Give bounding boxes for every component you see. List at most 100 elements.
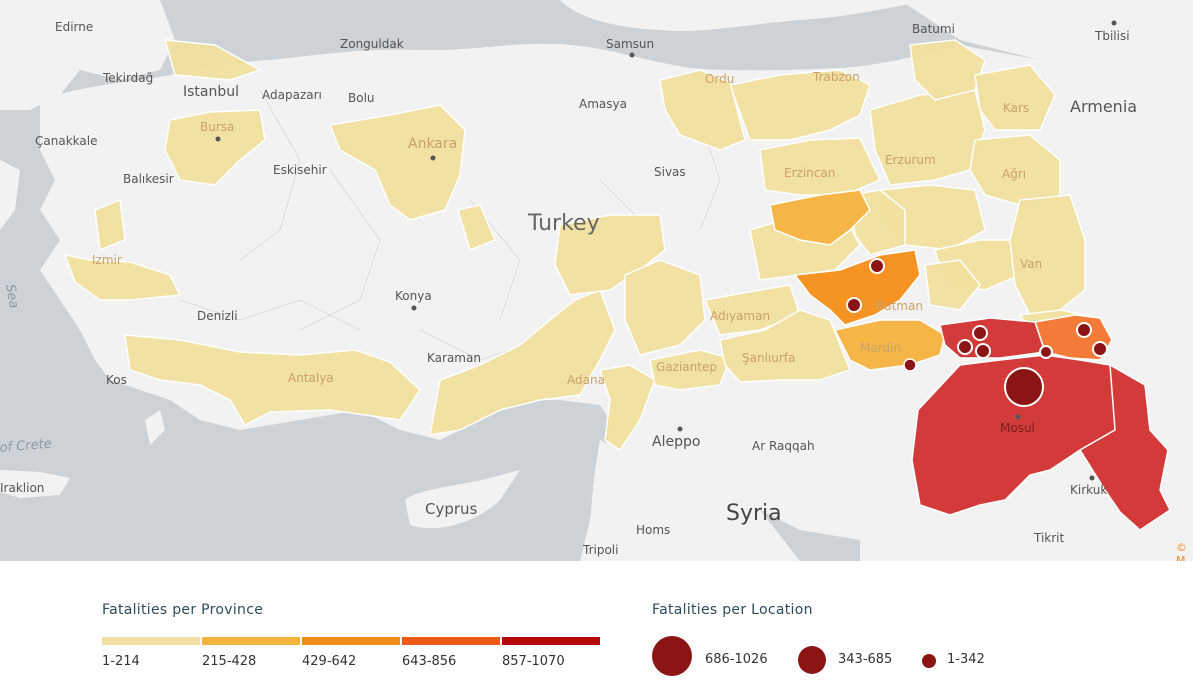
province-van[interactable]	[1009, 194, 1086, 316]
province-legend-swatch	[202, 637, 300, 645]
city-label-adana: Adana	[567, 373, 605, 387]
city-label-ordu: Ordu	[705, 72, 734, 86]
province-legend-swatch	[102, 637, 200, 645]
location-marker[interactable]	[846, 297, 862, 313]
map[interactable]: Edirne Tekirdağ Istanbul Adapazarı Zongu…	[0, 0, 1193, 561]
location-marker[interactable]	[975, 343, 991, 359]
city-label-canakkale: Çanakkale	[35, 134, 97, 148]
map-labels: Edirne Tekirdağ Istanbul Adapazarı Zongu…	[0, 20, 1137, 557]
province-legend-label: 429-642	[302, 654, 357, 669]
land-north	[0, 0, 930, 31]
city-label-eskisehir: Eskisehir	[273, 163, 327, 177]
provinces-class-1	[63, 39, 1088, 452]
province-sirnak-dohuk[interactable]	[939, 317, 1046, 359]
province-artvin-ardahan[interactable]	[909, 39, 986, 101]
province-trabzon-group[interactable]	[728, 69, 871, 141]
city-label-tripoli: Tripoli	[582, 543, 618, 557]
location-marker-mosul[interactable]	[1004, 367, 1044, 407]
map-copyright[interactable]: © M	[1176, 541, 1187, 567]
location-marker[interactable]	[869, 258, 885, 274]
city-label-agri: Ağrı	[1002, 167, 1026, 181]
location-marker[interactable]	[1076, 322, 1092, 338]
province-erbil-sulaymaniyah[interactable]	[1078, 363, 1171, 531]
city-label-izmir: Izmir	[92, 253, 122, 267]
location-marker[interactable]	[1092, 341, 1108, 357]
province-erzurum[interactable]	[869, 89, 986, 186]
city-label-batumi: Batumi	[912, 22, 955, 36]
province-antalya-mugla[interactable]	[124, 334, 421, 426]
province-balikesir-small[interactable]	[94, 198, 126, 252]
city-label-tekirdag: Tekirdağ	[102, 71, 153, 85]
location-marker[interactable]	[957, 339, 973, 355]
city-label-sivas: Sivas	[654, 165, 686, 179]
province-nineveh[interactable]	[911, 354, 1121, 516]
province-elazig[interactable]	[769, 189, 871, 246]
city-label-edirne: Edirne	[55, 20, 93, 34]
province-mardin[interactable]	[833, 319, 946, 371]
city-label-homs: Homs	[636, 523, 670, 537]
location-marker[interactable]	[972, 325, 988, 341]
city-label-kos: Kos	[106, 373, 127, 387]
province-siirt[interactable]	[924, 259, 981, 311]
city-label-samsun: Samsun	[606, 37, 654, 51]
country-label-armenia: Armenia	[1070, 97, 1137, 116]
province-kars[interactable]	[974, 64, 1056, 131]
location-marker[interactable]	[903, 358, 917, 372]
city-label-mardin: Mardin	[860, 341, 901, 355]
city-label-tbilisi: Tbilisi	[1094, 29, 1130, 43]
country-label-syria: Syria	[726, 501, 782, 526]
province-diyarbakir[interactable]	[793, 249, 921, 326]
province-legend-swatch	[302, 637, 400, 645]
city-label-zonguldak: Zonguldak	[340, 37, 404, 51]
city-label-bolu: Bolu	[348, 91, 375, 105]
city-label-ar-raqqah: Ar Raqqah	[752, 439, 815, 453]
province-adana-mersin[interactable]	[429, 289, 616, 436]
city-label-batman: Batman	[876, 299, 923, 313]
province-legend-label: 643-856	[402, 654, 457, 669]
city-label-istanbul: Istanbul	[183, 84, 239, 100]
city-label-mosul: Mosul	[1000, 421, 1035, 435]
location-marker[interactable]	[1039, 345, 1053, 359]
land-balkans	[0, 0, 175, 110]
location-markers	[846, 258, 1108, 407]
province-sanliurfa[interactable]	[719, 309, 851, 383]
land-greece	[0, 160, 20, 230]
location-legend-circle-small	[922, 654, 936, 668]
province-kahramanmaras[interactable]	[624, 259, 706, 356]
city-label-adiyaman: Adıyaman	[710, 309, 770, 323]
province-ankara[interactable]	[328, 104, 466, 221]
city-label-gaziantep: Gaziantep	[656, 360, 717, 374]
province-erzincan[interactable]	[759, 137, 882, 196]
city-label-aleppo: Aleppo	[652, 434, 700, 450]
country-label-turkey: Turkey	[527, 211, 600, 236]
province-hatay-osmaniye[interactable]	[599, 364, 656, 452]
province-gaziantep[interactable]	[649, 349, 731, 391]
city-label-sanliurfa: Şanlıurfa	[742, 351, 795, 365]
sea-label-crete: of Crete	[0, 436, 52, 455]
location-legend-circle-medium	[798, 646, 826, 674]
city-label-konya: Konya	[395, 289, 432, 303]
province-kirikkale[interactable]	[457, 204, 496, 252]
city-dots	[215, 20, 1117, 481]
island-rhodes	[145, 410, 165, 445]
island-cyprus	[405, 470, 520, 529]
province-legend-swatch	[402, 637, 500, 645]
location-legend-label-medium: 343-685	[838, 652, 893, 667]
city-label-amasya: Amasya	[579, 97, 627, 111]
city-label-iraklion: Iraklion	[0, 481, 44, 495]
province-bursa[interactable]	[164, 109, 266, 186]
province-izmir[interactable]	[63, 254, 182, 301]
province-kirklareli-zonguldak[interactable]	[163, 39, 262, 81]
province-ordu[interactable]	[659, 69, 746, 151]
province-legend-title: Fatalities per Province	[102, 602, 264, 618]
city-label-kirkuk: Kirkuk	[1070, 483, 1107, 497]
city-label-adapazari: Adapazarı	[262, 88, 322, 102]
city-label-ankara: Ankara	[408, 136, 457, 152]
province-legend-label: 215-428	[202, 654, 257, 669]
city-label-balikesir: Balıkesir	[123, 172, 174, 186]
sea-label-aegean: Sea	[2, 283, 21, 309]
province-legend-label: 857-1070	[502, 654, 565, 669]
location-legend-label-small: 1-342	[947, 652, 985, 667]
location-legend-circle-large	[652, 636, 692, 676]
land-levant	[580, 440, 800, 561]
